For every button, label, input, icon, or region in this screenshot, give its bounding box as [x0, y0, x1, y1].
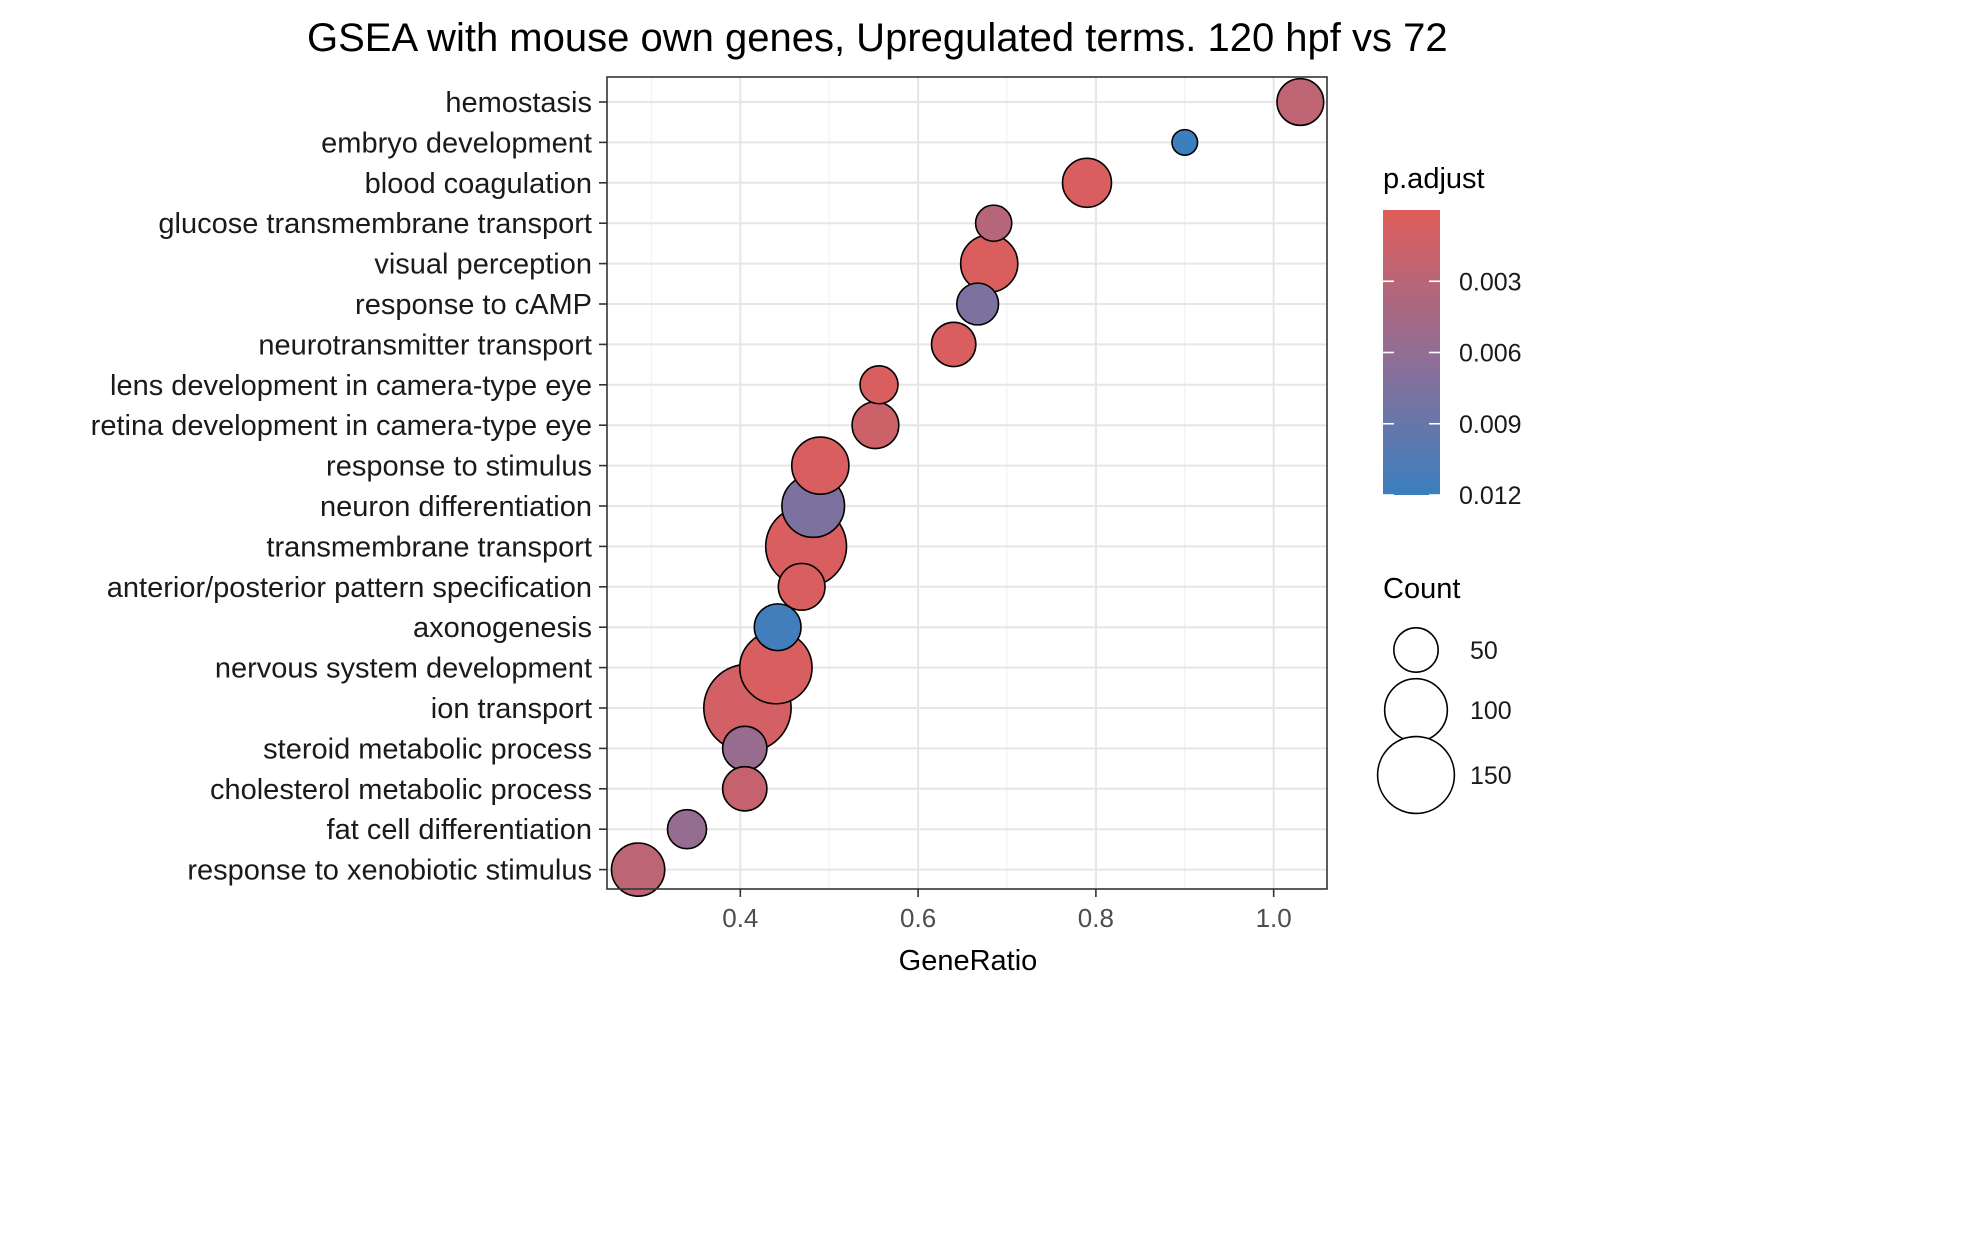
x-tick-label: 1.0: [1256, 903, 1292, 933]
term-label: neurotransmitter transport: [258, 329, 592, 361]
term-label: anterior/posterior pattern specification: [107, 572, 592, 604]
data-point: [859, 365, 899, 405]
term-label: axonogenesis: [413, 612, 592, 644]
term-label: ion transport: [431, 693, 592, 725]
term-label: glucose transmembrane transport: [158, 208, 592, 240]
color-legend: p.adjust 0.003 0.006 0.009 0.012: [1383, 163, 1522, 510]
x-tick-label: 0.8: [1078, 903, 1114, 933]
x-tick-label: 0.4: [722, 903, 758, 933]
chart-title: GSEA with mouse own genes, Upregulated t…: [307, 16, 1448, 60]
dot-plot: GSEA with mouse own genes, Upregulated t…: [91, 16, 1522, 977]
color-legend-title: p.adjust: [1383, 163, 1485, 195]
data-point: [666, 808, 708, 850]
data-point: [790, 436, 850, 495]
x-axis-title: GeneRatio: [899, 945, 1038, 977]
data-point: [777, 562, 826, 611]
data-point: [610, 842, 666, 898]
term-label: blood coagulation: [365, 168, 592, 200]
data-point: [721, 725, 768, 772]
x-axis: 0.4 0.6 0.8 1.0: [722, 889, 1292, 933]
plot-panel: hemostasis embryo development blood coagul…: [91, 76, 1328, 933]
term-label: response to cAMP: [355, 289, 592, 321]
term-label: fat cell differentiation: [327, 814, 592, 846]
data-point: [959, 234, 1019, 293]
term-label: steroid metabolic process: [263, 733, 592, 765]
data-points: [610, 77, 1325, 898]
data-point: [851, 401, 900, 450]
term-label: transmembrane transport: [266, 531, 592, 563]
data-point: [955, 282, 1000, 326]
color-bar-label: 0.012: [1459, 482, 1522, 510]
data-point: [1061, 157, 1113, 209]
term-label: cholesterol metabolic process: [210, 774, 592, 806]
data-point: [974, 204, 1013, 243]
term-label: visual perception: [374, 249, 592, 281]
term-label: response to xenobiotic stimulus: [187, 855, 592, 887]
panel-border: [606, 76, 1328, 890]
x-tick-label: 0.6: [900, 903, 936, 933]
data-point: [1171, 128, 1199, 156]
term-label: nervous system development: [215, 653, 592, 685]
size-legend-title: Count: [1383, 573, 1460, 605]
color-bar-ticks: 0.003 0.006 0.009 0.012: [1383, 268, 1522, 510]
size-legend-label: 50: [1470, 637, 1498, 665]
size-legend-items: 50 100 150: [1376, 627, 1512, 815]
size-legend-circle: [1393, 627, 1439, 673]
data-point: [753, 603, 802, 652]
size-legend-label: 150: [1470, 762, 1512, 790]
size-legend-circle: [1383, 677, 1449, 743]
term-label: neuron differentiation: [320, 491, 592, 523]
term-label: embryo development: [321, 127, 592, 159]
color-bar-label: 0.006: [1459, 340, 1522, 368]
term-label: response to stimulus: [326, 451, 592, 483]
data-point: [930, 321, 977, 368]
data-point: [721, 765, 768, 812]
term-label: hemostasis: [445, 87, 592, 119]
data-point: [1276, 77, 1325, 127]
color-bar-label: 0.009: [1459, 411, 1522, 439]
size-legend: Count 50 100 150: [1376, 573, 1512, 815]
y-axis: hemostasis embryo development blood coagul…: [91, 87, 607, 887]
color-bar-label: 0.003: [1459, 268, 1522, 296]
term-label: lens development in camera-type eye: [110, 370, 592, 402]
panel-background: [607, 77, 1327, 889]
size-legend-circle: [1376, 735, 1456, 815]
size-legend-label: 100: [1470, 697, 1512, 725]
term-label: retina development in camera-type eye: [91, 410, 592, 442]
